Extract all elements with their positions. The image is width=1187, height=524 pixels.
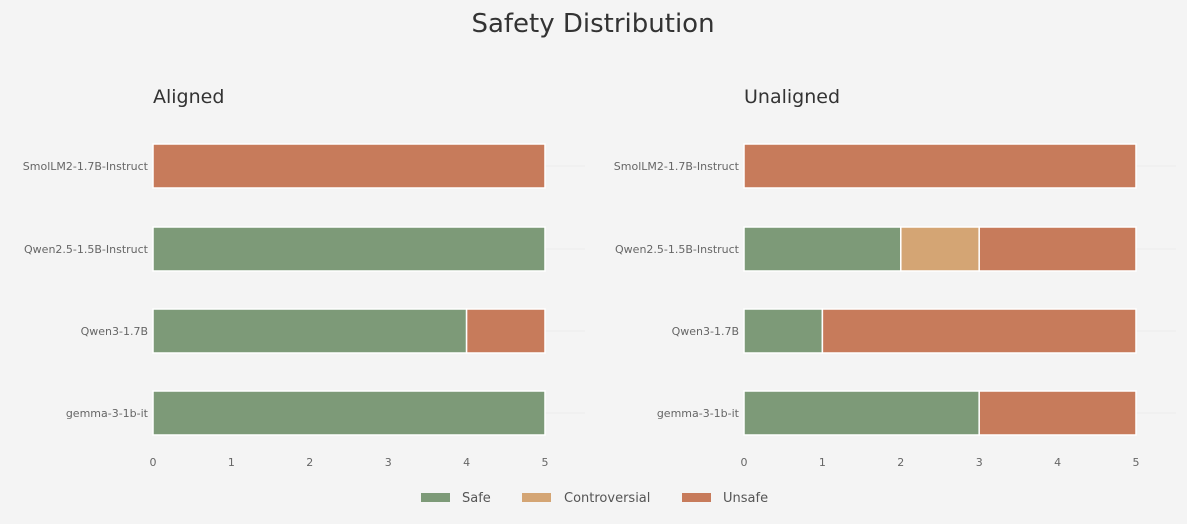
panel-title-aligned: Aligned bbox=[153, 86, 224, 108]
legend: Safe Controversial Unsafe bbox=[421, 491, 768, 506]
x-tick-label: 4 bbox=[1054, 456, 1061, 469]
panel-title-unaligned: Unaligned bbox=[744, 86, 840, 108]
x-tick-label: 1 bbox=[228, 456, 235, 469]
y-tick-label-qwen3-1-7b: Qwen3-1.7B bbox=[672, 325, 739, 338]
y-tick-label-qwen3-1-7b: Qwen3-1.7B bbox=[81, 325, 148, 338]
x-tick-label: 1 bbox=[819, 456, 826, 469]
bar-aligned-qwen3-1-7b-safe bbox=[152, 308, 468, 354]
bar-aligned-qwen3-1-7b-unsafe bbox=[465, 308, 546, 354]
x-tick-label: 5 bbox=[542, 456, 549, 469]
legend-label-unsafe: Unsafe bbox=[723, 491, 768, 506]
bar-unaligned-qwen2-5-1-5b-instruct-unsafe bbox=[978, 226, 1137, 272]
x-tick-label: 3 bbox=[385, 456, 392, 469]
legend-swatch-unsafe bbox=[682, 493, 711, 502]
y-tick-label-gemma-3-1b-it: gemma-3-1b-it bbox=[657, 407, 740, 420]
bar-unaligned-qwen3-1-7b-safe bbox=[743, 308, 824, 354]
bar-unaligned-qwen2-5-1-5b-instruct-controversial bbox=[900, 226, 980, 272]
y-tick-label-smollm2-1-7b-instruct: SmolLM2-1.7B-Instruct bbox=[23, 160, 149, 173]
y-tick-label-gemma-3-1b-it: gemma-3-1b-it bbox=[66, 407, 149, 420]
bar-unaligned-smollm2-1-7b-instruct-unsafe bbox=[743, 143, 1137, 189]
x-tick-label: 0 bbox=[741, 456, 748, 469]
legend-swatch-safe bbox=[421, 493, 450, 502]
bar-unaligned-gemma-3-1b-it-safe bbox=[743, 390, 980, 436]
x-tick-label: 0 bbox=[150, 456, 157, 469]
bar-aligned-gemma-3-1b-it-safe bbox=[152, 390, 546, 436]
bar-aligned-qwen2-5-1-5b-instruct-safe bbox=[152, 226, 546, 272]
x-tick-label: 5 bbox=[1133, 456, 1140, 469]
bar-unaligned-gemma-3-1b-it-unsafe bbox=[978, 390, 1137, 436]
x-tick-label: 2 bbox=[306, 456, 313, 469]
legend-swatch-controversial bbox=[522, 493, 551, 502]
x-tick-label: 4 bbox=[463, 456, 470, 469]
legend-label-controversial: Controversial bbox=[564, 491, 650, 506]
y-tick-label-qwen2-5-1-5b-instruct: Qwen2.5-1.5B-Instruct bbox=[615, 243, 740, 256]
legend-label-safe: Safe bbox=[462, 491, 491, 506]
chart-title: Safety Distribution bbox=[471, 9, 714, 39]
x-tick-label: 2 bbox=[897, 456, 904, 469]
bar-aligned-smollm2-1-7b-instruct-unsafe bbox=[152, 143, 546, 189]
panel-aligned: Aligned SmolLM2-1.7B-Instruct Qwen2.5-1.5… bbox=[23, 86, 585, 469]
bar-unaligned-qwen2-5-1-5b-instruct-safe bbox=[743, 226, 902, 272]
bar-unaligned-qwen3-1-7b-unsafe bbox=[821, 308, 1137, 354]
y-tick-label-smollm2-1-7b-instruct: SmolLM2-1.7B-Instruct bbox=[614, 160, 740, 173]
y-tick-label-qwen2-5-1-5b-instruct: Qwen2.5-1.5B-Instruct bbox=[24, 243, 149, 256]
panel-unaligned: Unaligned SmolLM2-1.7B-Instruct Qwen2.5-1… bbox=[614, 86, 1176, 469]
x-tick-label: 3 bbox=[976, 456, 983, 469]
